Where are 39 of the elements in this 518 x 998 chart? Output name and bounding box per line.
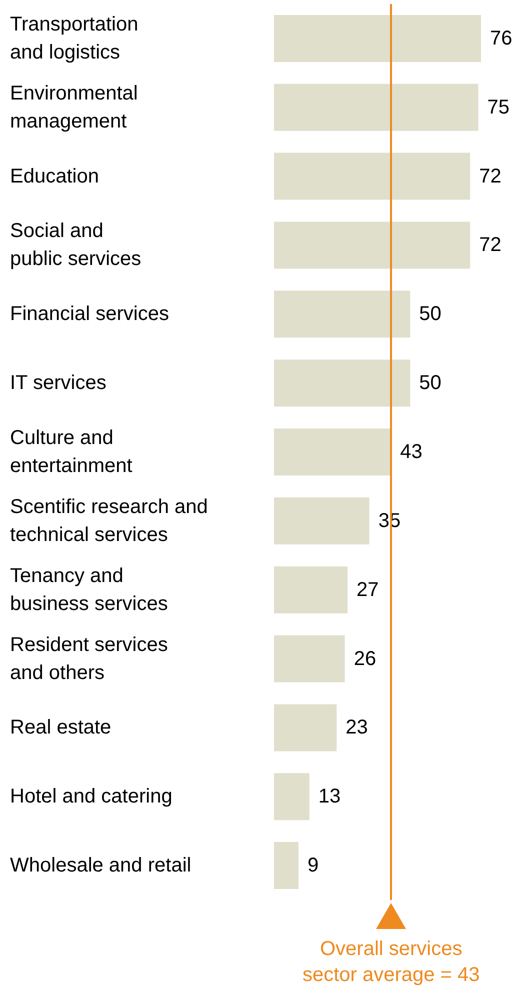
data-label: 76	[490, 27, 512, 50]
data-label: 26	[354, 648, 376, 670]
y-tick-label: Culture and entertainment	[10, 427, 133, 477]
bar	[274, 842, 299, 890]
y-tick-label: Scentific research and technical services	[10, 496, 208, 546]
data-label: 72	[479, 165, 502, 188]
data-label: 50	[419, 303, 442, 326]
data-label: 72	[479, 234, 502, 256]
bar	[274, 704, 337, 752]
bar	[274, 497, 370, 544]
y-tick-label: Transportation and logistics	[10, 13, 138, 64]
y-tick-label: Education	[10, 165, 99, 188]
bar	[274, 773, 310, 820]
y-tick-label: Wholesale and retail	[10, 854, 192, 877]
y-tick-label: Financial services	[10, 303, 169, 326]
data-label: 9	[308, 854, 319, 877]
bar	[274, 566, 348, 614]
data-label: 13	[318, 786, 341, 808]
bar	[274, 152, 470, 200]
bar	[274, 360, 410, 407]
bar	[274, 222, 470, 269]
y-tick-label: Real estate	[10, 716, 112, 739]
data-label: 23	[346, 716, 368, 739]
y-tick-label: Social and public services	[10, 220, 142, 270]
data-label: 43	[400, 441, 422, 463]
y-tick-label: Environmental management	[10, 82, 138, 132]
data-label: 27	[356, 578, 379, 601]
y-tick-label: Tenancy and business services	[10, 564, 168, 615]
bar	[274, 84, 478, 131]
y-tick-label: Hotel and catering	[10, 786, 172, 808]
bar	[274, 14, 481, 62]
y-tick-label: IT services	[10, 372, 106, 394]
ref-line-label: Overall services sector average = 43	[302, 938, 480, 986]
bar	[274, 635, 345, 682]
bar	[274, 290, 410, 338]
data-label: 50	[419, 372, 442, 394]
bar	[274, 428, 392, 476]
data-label: 75	[487, 96, 510, 118]
y-tick-label: Resident services and others	[10, 634, 168, 684]
